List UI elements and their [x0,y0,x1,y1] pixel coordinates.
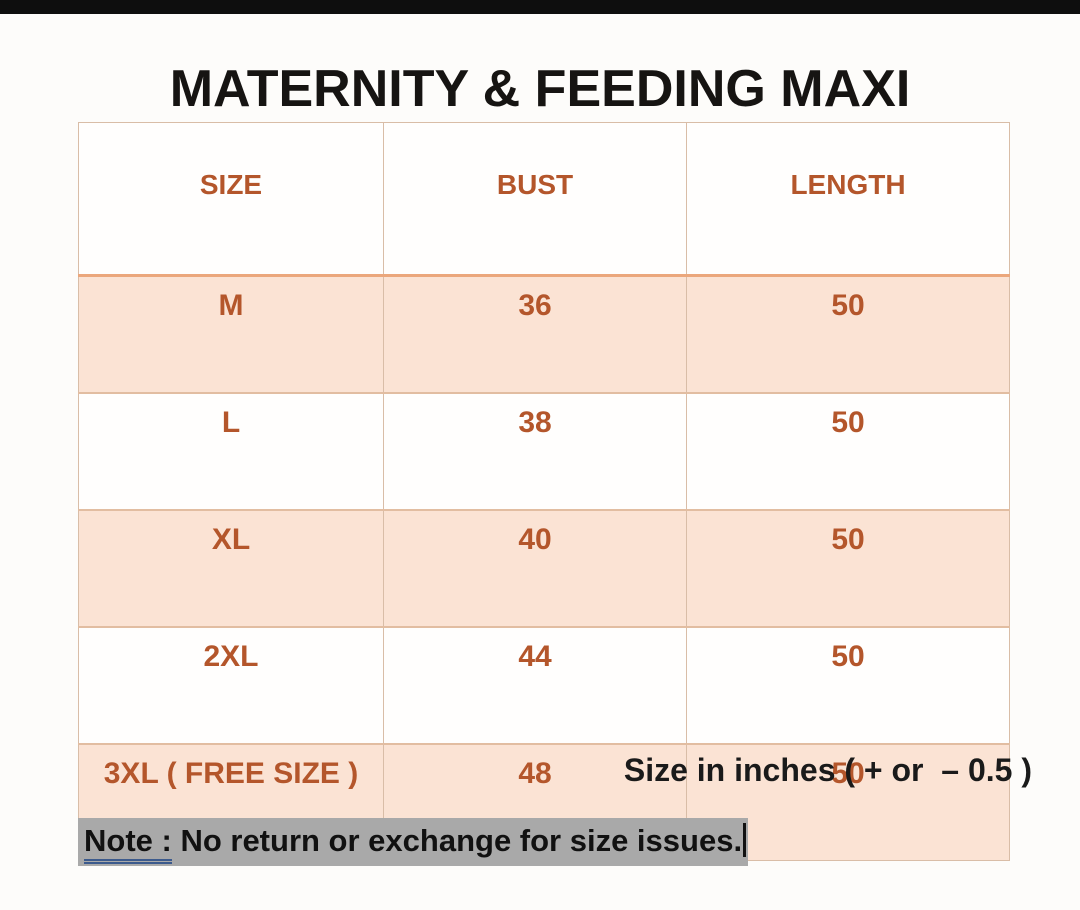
text-cursor [743,823,747,857]
header-cell-length: LENGTH [686,122,1010,277]
cell-length: 50 [686,626,1010,745]
cell-length: 50 [686,392,1010,511]
cell-size: L [78,392,384,511]
size-unit-note: Size in inches ( + or – 0.5 ) [623,752,1032,788]
cell-bust: 44 [383,626,687,745]
cell-bust: 36 [383,274,687,394]
cell-length: 50 [686,509,1010,628]
size-chart-header-row: SIZE BUST LENGTH [78,122,1010,277]
page-title: MATERNITY & FEEDING MAXI [169,59,911,118]
cell-length: 50 [686,274,1010,394]
top-bar [0,0,1080,14]
note: Note : No return or exchange for size is… [78,818,749,866]
table-row: M 36 50 [78,274,1010,394]
table-row: XL 40 50 [78,509,1010,628]
table-row: 2XL 44 50 [78,626,1010,745]
header-cell-bust: BUST [383,122,687,277]
note-label: Note : [84,823,172,864]
table-row: L 38 50 [78,392,1010,511]
cell-size: 2XL [78,626,384,745]
cell-size: XL [78,509,384,628]
note-text: No return or exchange for size issues. [171,823,743,858]
cell-bust: 40 [383,509,687,628]
header-cell-size: SIZE [78,122,384,277]
cell-size: M [78,274,384,394]
cell-bust: 38 [383,392,687,511]
size-chart-table: SIZE BUST LENGTH M 36 50 L 38 50 XL 40 5… [78,122,1010,861]
